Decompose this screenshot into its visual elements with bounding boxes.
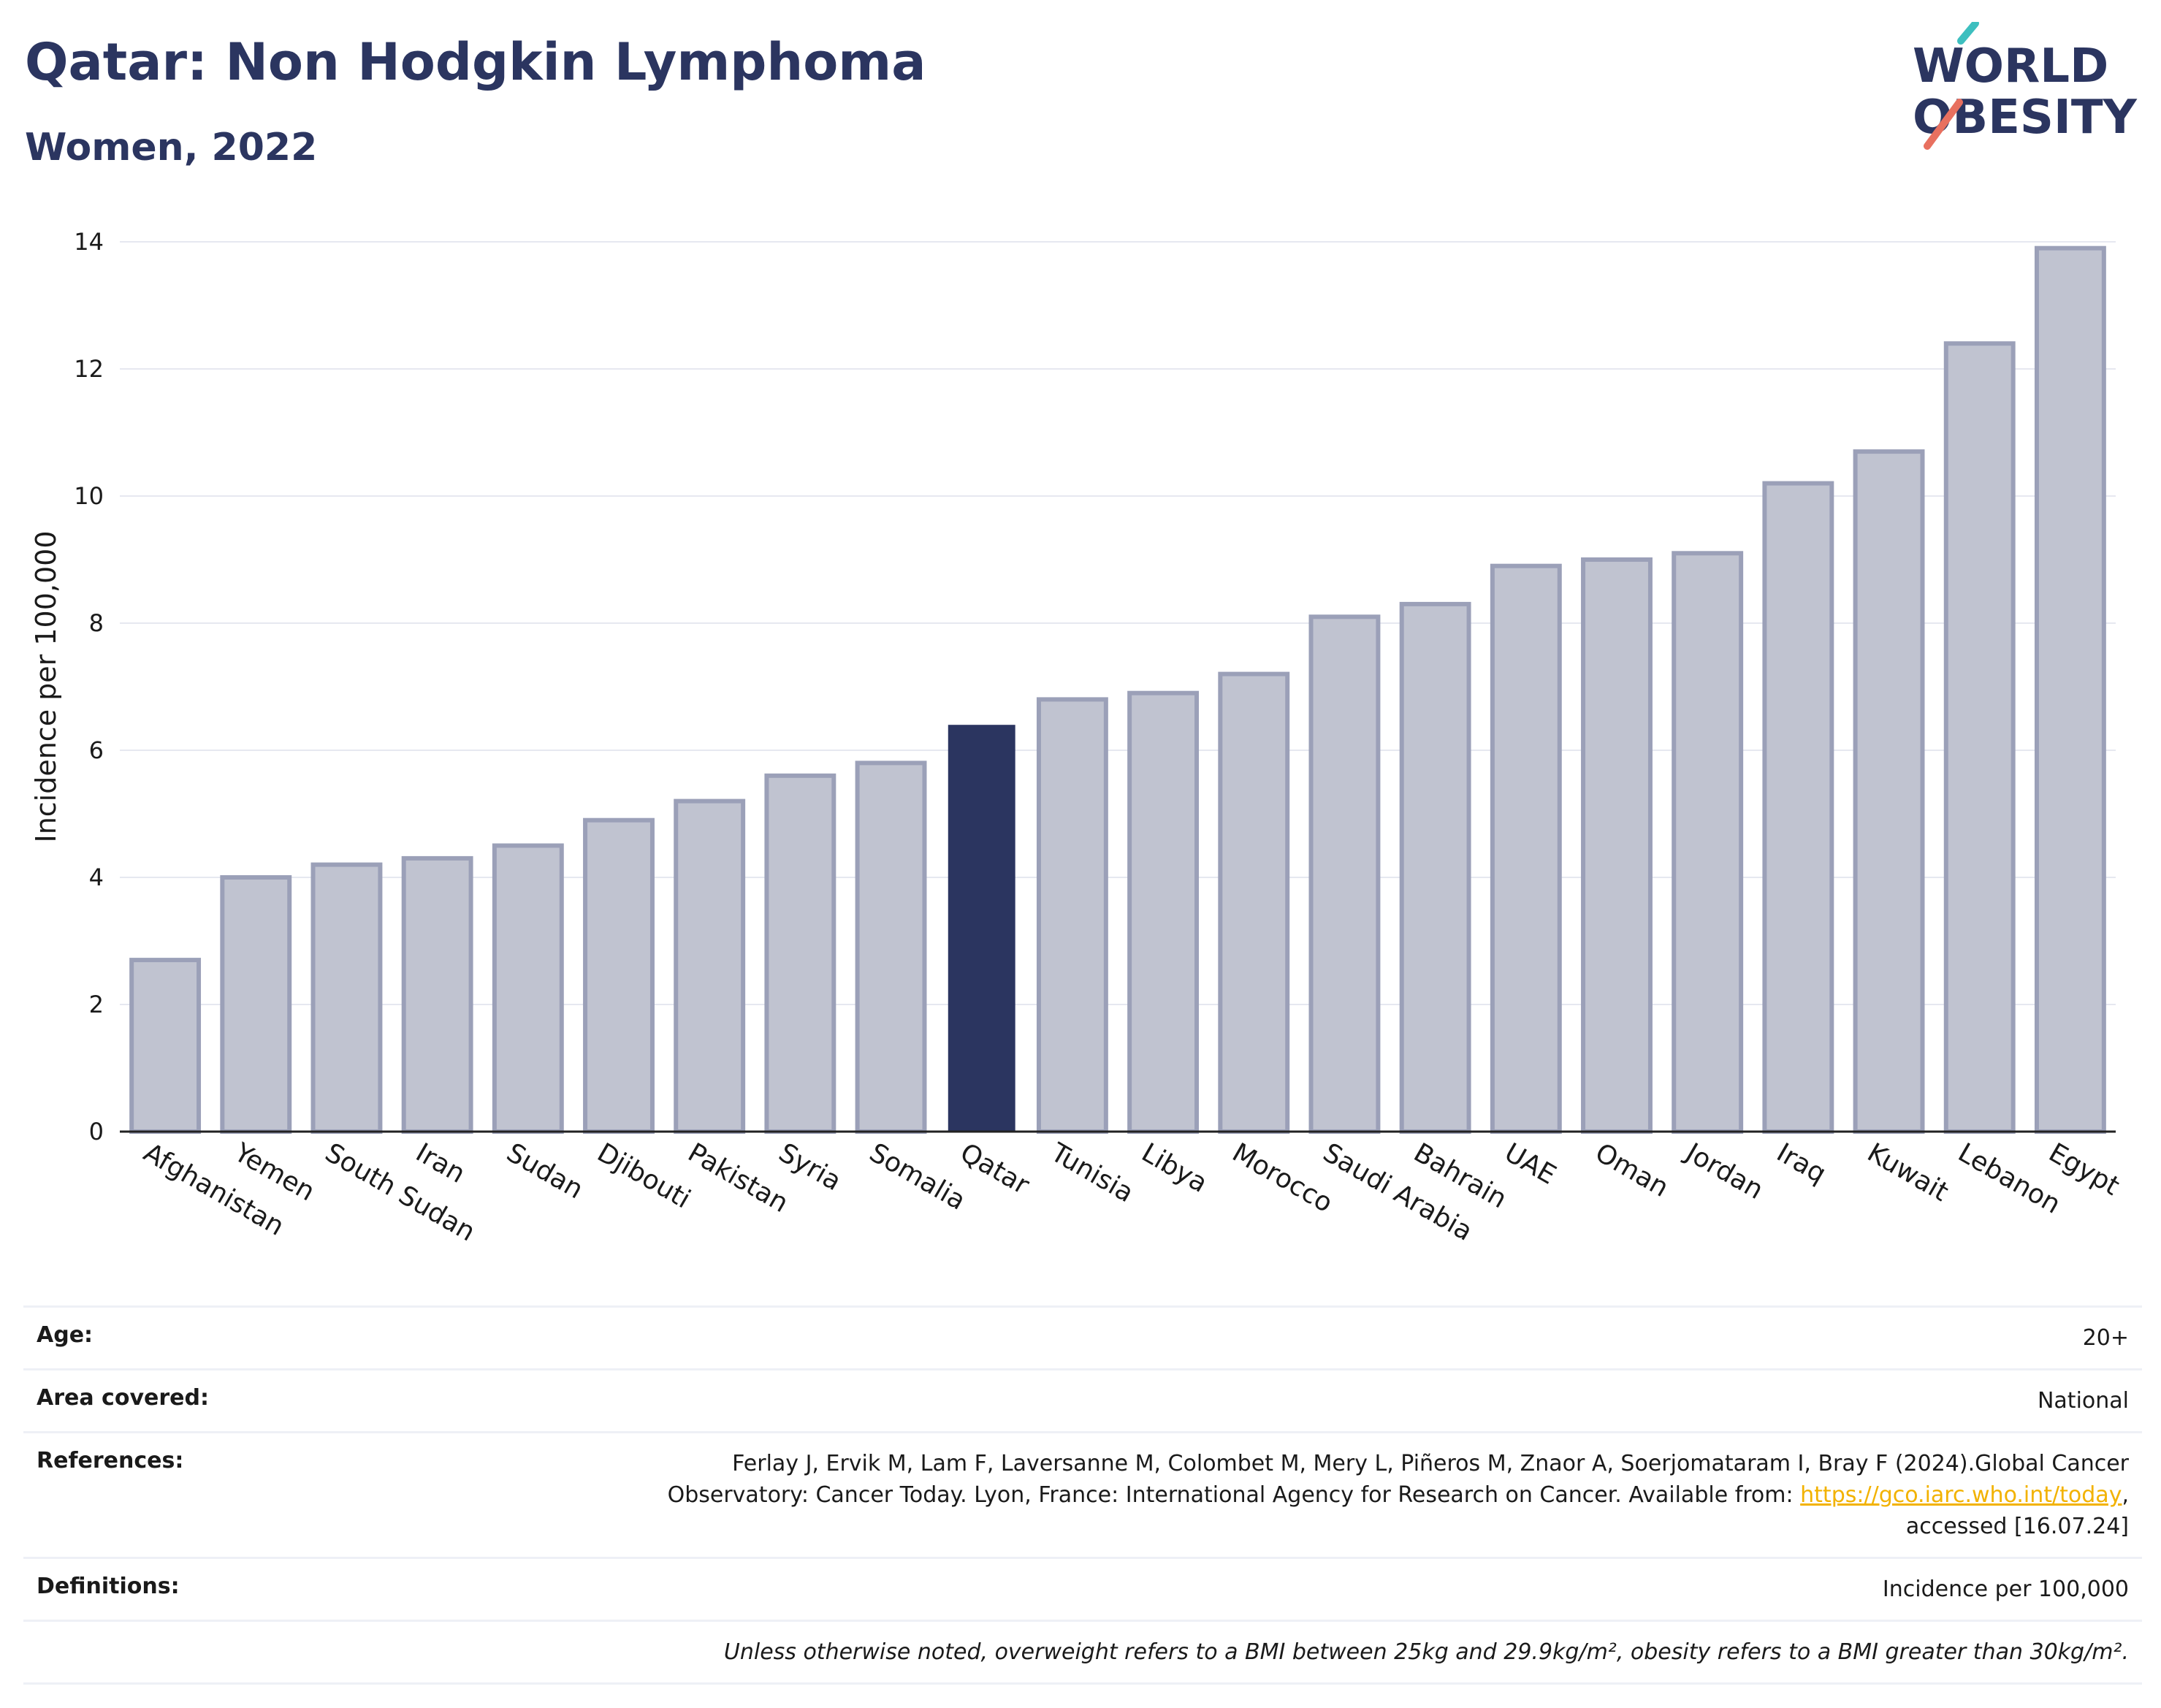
logo-slash-teal bbox=[1957, 22, 1979, 45]
references-link[interactable]: https://gco.iarc.who.int/today bbox=[1800, 1482, 2122, 1508]
bar bbox=[1672, 551, 1744, 1134]
bar bbox=[1490, 563, 1562, 1134]
bar bbox=[583, 817, 655, 1134]
x-tick-label: Morocco bbox=[1227, 1137, 1338, 1219]
world-obesity-logo: WORLD OBESITY bbox=[1913, 22, 2137, 150]
y-tick-label: 10 bbox=[74, 482, 104, 510]
y-tick-label: 14 bbox=[74, 228, 104, 256]
x-tick-label: Kuwait bbox=[1862, 1137, 1954, 1208]
references-text: Ferlay J, Ervik M, Lam F, Laversanne M, … bbox=[667, 1451, 2129, 1508]
definitions-label: Definitions: bbox=[37, 1574, 180, 1599]
info-row-references: References: Ferlay J, Ervik M, Lam F, La… bbox=[23, 1431, 2142, 1557]
x-tick-label: UAE bbox=[1499, 1137, 1560, 1190]
x-tick-label: Lebanon bbox=[1953, 1137, 2065, 1220]
y-tick-label: 2 bbox=[89, 991, 104, 1018]
references-value: Ferlay J, Ervik M, Lam F, Laversanne M, … bbox=[609, 1448, 2129, 1542]
bar-highlight bbox=[948, 725, 1015, 1132]
y-tick-label: 8 bbox=[89, 609, 104, 637]
logo-word-1: WORLD bbox=[1913, 39, 2108, 94]
bar bbox=[764, 773, 836, 1135]
x-tick-label: Tunisia bbox=[1045, 1137, 1139, 1208]
bar bbox=[1308, 614, 1381, 1134]
bmi-note: Unless otherwise noted, overweight refer… bbox=[723, 1639, 2129, 1665]
x-tick-label: Oman bbox=[1590, 1137, 1674, 1203]
x-tick-label: Jordan bbox=[1680, 1137, 1768, 1205]
x-tick-label: Iraq bbox=[1772, 1137, 1831, 1189]
bar bbox=[1581, 557, 1653, 1134]
info-row-age: Age: 20+ bbox=[23, 1305, 2142, 1368]
bar bbox=[129, 958, 202, 1134]
bar bbox=[674, 798, 746, 1134]
area-label: Area covered: bbox=[37, 1385, 209, 1411]
bar bbox=[1218, 671, 1290, 1134]
bar bbox=[1762, 481, 1834, 1134]
y-tick-label: 0 bbox=[89, 1118, 104, 1145]
references-suffix: , accessed [16.07.24] bbox=[1905, 1482, 2129, 1539]
chart-subtitle: Women, 2022 bbox=[25, 126, 318, 169]
info-row-note: Unless otherwise noted, overweight refer… bbox=[23, 1620, 2142, 1685]
x-tick-label: South Sudan bbox=[320, 1137, 480, 1247]
bar bbox=[2034, 245, 2106, 1135]
bar bbox=[310, 862, 383, 1134]
logo-slash-coral bbox=[1924, 99, 1963, 150]
area-value: National bbox=[2037, 1388, 2129, 1414]
x-tick-label: Pakistan bbox=[683, 1137, 793, 1219]
age-value: 20+ bbox=[2082, 1325, 2129, 1351]
bar bbox=[220, 875, 292, 1134]
y-tick-label: 4 bbox=[89, 863, 104, 891]
bar bbox=[1127, 690, 1200, 1134]
x-tick-label: Iran bbox=[411, 1137, 470, 1189]
y-tick-label: 12 bbox=[74, 355, 104, 383]
x-tick-label: Saudi Arabia bbox=[1318, 1137, 1477, 1247]
bar bbox=[1399, 601, 1471, 1134]
info-row-definitions: Definitions: Incidence per 100,000 bbox=[23, 1557, 2142, 1620]
x-tick-label: Sudan bbox=[501, 1137, 588, 1205]
bar bbox=[855, 760, 927, 1135]
chart-title: Qatar: Non Hodgkin Lymphoma bbox=[25, 32, 926, 92]
x-tick-label: Somalia bbox=[864, 1137, 970, 1216]
x-tick-label: Libya bbox=[1137, 1137, 1213, 1199]
bar bbox=[1853, 449, 1925, 1134]
info-table: Age: 20+ Area covered: National Referenc… bbox=[23, 1305, 2142, 1685]
info-row-area: Area covered: National bbox=[23, 1368, 2142, 1431]
bar bbox=[1036, 697, 1108, 1134]
definitions-value: Incidence per 100,000 bbox=[1882, 1577, 2129, 1602]
x-tick-label: Djibouti bbox=[592, 1137, 695, 1214]
bar bbox=[401, 855, 473, 1135]
y-axis-title: Incidence per 100,000 bbox=[30, 530, 62, 842]
bar bbox=[1943, 341, 2016, 1135]
bar bbox=[492, 843, 564, 1134]
references-label: References: bbox=[37, 1448, 184, 1473]
age-label: Age: bbox=[37, 1322, 94, 1348]
y-tick-label: 6 bbox=[89, 736, 104, 764]
